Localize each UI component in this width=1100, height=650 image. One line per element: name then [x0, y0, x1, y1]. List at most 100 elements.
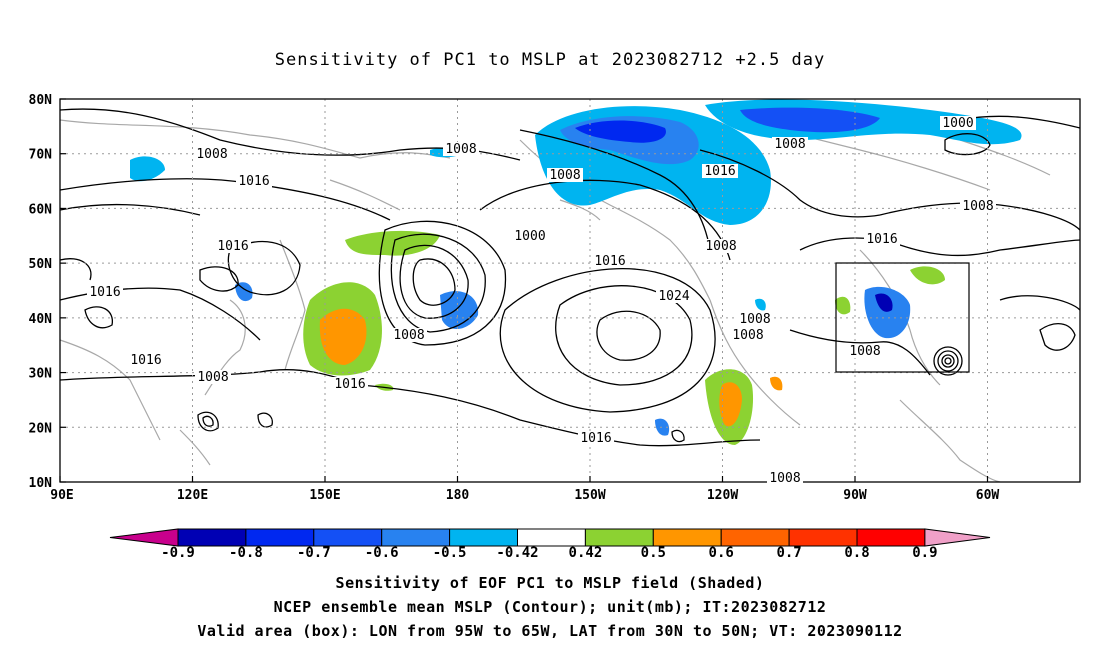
figure-title: Sensitivity of PC1 to MSLP at 2023082712… — [274, 50, 826, 70]
lon-label: 120E — [177, 488, 208, 503]
colorbar — [109, 528, 991, 547]
contour-label-bg — [215, 239, 251, 253]
contour-label: 1008 — [774, 137, 805, 152]
contour-label: 1008 — [445, 142, 476, 157]
contour-label-bg — [656, 289, 692, 303]
contour-label: 1008 — [769, 471, 800, 486]
contour-label-bg — [332, 377, 368, 391]
colorbar-swatch — [381, 528, 451, 547]
contour-label-bg — [864, 232, 900, 246]
caption-contour: NCEP ensemble mean MSLP (Contour); unit(… — [273, 598, 827, 616]
lon-label: 150E — [309, 488, 340, 503]
contour-label: 1008 — [197, 370, 228, 385]
contour-label: 1008 — [549, 168, 580, 183]
lat-label: 50N — [29, 257, 53, 272]
lat-label: 80N — [29, 93, 53, 108]
lon-label: 150W — [574, 488, 605, 503]
contour-label-bg — [195, 370, 231, 384]
contour-label: 1016 — [866, 232, 897, 247]
contour-label-bg — [592, 254, 628, 268]
contour-label-bg — [391, 328, 427, 342]
lon-label: 90W — [843, 488, 867, 503]
contour-label: 1024 — [658, 289, 689, 304]
contour-label-bg — [578, 431, 614, 445]
lat-label: 20N — [29, 421, 53, 436]
contour-label-bg — [443, 142, 479, 156]
colorbar-swatch — [313, 528, 383, 547]
colorbar-swatch — [449, 528, 519, 547]
colorbar-swatch — [856, 528, 926, 547]
latitude-labels: 80N 70N 60N 50N 40N 30N 20N 10N — [29, 93, 53, 491]
colorbar-label: -0.9 — [161, 545, 195, 561]
contour-label-bg — [847, 344, 883, 358]
axis-ticks — [59, 98, 989, 483]
lon-label: 180 — [446, 488, 470, 503]
contour-label-bg — [236, 174, 272, 188]
contour-label-bg — [767, 471, 803, 485]
contour-label-bg — [128, 353, 164, 367]
contour-label: 1008 — [732, 328, 763, 343]
contour-label-bg — [194, 147, 230, 161]
colorbar-swatch — [788, 528, 858, 547]
contour-label: 1016 — [334, 377, 365, 392]
contour-label-bg — [772, 137, 808, 151]
colorbar-label: 0.5 — [641, 545, 666, 561]
longitude-labels: 90E 120E 150E 180 150W 120W 90W 60W — [50, 488, 999, 503]
contour-label-bg — [512, 229, 548, 243]
contour-label: 1016 — [594, 254, 625, 269]
contour-label: 1008 — [739, 312, 770, 327]
colorbar-label: 0.6 — [709, 545, 734, 561]
contour-label: 1008 — [849, 344, 880, 359]
positive-sensitivity-shading — [303, 230, 945, 445]
lat-label: 70N — [29, 148, 53, 163]
colorbar-swatch — [177, 528, 247, 547]
lon-label: 120W — [707, 488, 738, 503]
contour-label-bg — [547, 168, 583, 182]
contour-label: 1016 — [217, 239, 248, 254]
colorbar-label: -0.5 — [433, 545, 467, 561]
colorbar-swatch — [245, 528, 315, 547]
lon-label: 90E — [50, 488, 73, 503]
colorbar-label: -0.6 — [365, 545, 399, 561]
contour-label: 1008 — [393, 328, 424, 343]
contour-label: 1008 — [196, 147, 227, 162]
colorbar-over-triangle — [924, 528, 991, 547]
lat-label: 10N — [29, 476, 53, 491]
contour-label-bg — [702, 164, 738, 178]
contour-labels: 1008 100810081016100010161016101610001016… — [87, 116, 996, 486]
contour-label: 1016 — [130, 353, 161, 368]
contour-label-bg — [703, 239, 739, 253]
colorbar-swatch — [517, 528, 586, 547]
lon-label: 60W — [976, 488, 1000, 503]
colorbar-label: 0.9 — [912, 545, 937, 561]
contour-label-bg — [730, 328, 766, 342]
caption-shaded: Sensitivity of EOF PC1 to MSLP field (Sh… — [335, 574, 765, 592]
contour-label-bg — [87, 285, 123, 299]
map-frame — [59, 98, 1081, 483]
colorbar-label: 0.42 — [569, 545, 603, 561]
coastlines — [59, 119, 1051, 483]
colorbar-labels: -0.9 -0.8 -0.7 -0.6 -0.5 -0.42 0.42 0.5 0.6 0.7 0.… — [161, 545, 937, 561]
lat-label: 30N — [29, 367, 53, 382]
contour-label-bg — [737, 312, 773, 326]
contour-label-bg — [960, 199, 996, 213]
contour-label-bg — [940, 116, 976, 130]
valid-area-box — [835, 262, 970, 373]
contour-label: 1000 — [514, 229, 545, 244]
contour-label: 1016 — [704, 164, 735, 179]
contour-label: 1008 — [962, 199, 993, 214]
closed-low-circles — [933, 346, 963, 376]
colorbar-label: -0.42 — [496, 545, 538, 561]
caption-valid-area: Valid area (box): LON from 95W to 65W, L… — [197, 622, 903, 640]
lat-label: 40N — [29, 312, 53, 327]
contour-label: 1008 — [705, 239, 736, 254]
negative-sensitivity-shading — [130, 99, 1022, 436]
colorbar-swatch — [584, 528, 654, 547]
contour-label: 1016 — [580, 431, 611, 446]
colorbar-swatch — [652, 528, 722, 547]
colorbar-label: -0.8 — [229, 545, 263, 561]
colorbar-under-triangle — [109, 528, 179, 547]
colorbar-swatch — [720, 528, 790, 547]
contour-label: 1000 — [942, 116, 973, 131]
